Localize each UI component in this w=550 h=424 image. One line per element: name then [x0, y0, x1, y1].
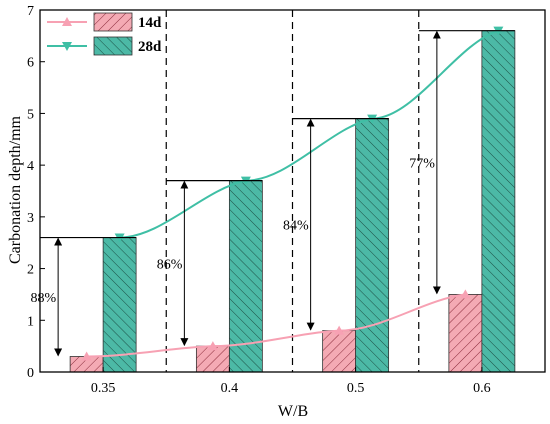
plot-frame: [39, 9, 546, 373]
y-tick-label: 4: [27, 159, 34, 174]
reduction-label: 84%: [283, 219, 309, 234]
marker-14d-0.4: [207, 341, 218, 351]
y-tick-label: 7: [27, 4, 34, 19]
y-tick-label: 0: [27, 366, 34, 381]
legend: 14d 28d: [47, 12, 162, 56]
bar-28d-0.35: [102, 237, 137, 373]
legend-swatch-14d: [93, 12, 133, 32]
bar-28d-0.6: [481, 30, 516, 373]
reduction-label: 77%: [409, 157, 435, 172]
bar-28d-0.4: [228, 180, 263, 373]
category-dividers: [165, 10, 420, 372]
series-line-28d: [119, 29, 499, 239]
marker-14d-0.5: [334, 325, 345, 335]
legend-label-28d: 28d: [138, 39, 162, 55]
y-tick-label: 6: [27, 56, 34, 71]
marker-14d-0.6: [460, 289, 471, 299]
legend-marker-28d: [62, 42, 72, 51]
axes-layer: 0 1 2 3 4 5 6 7 0.35 0.4 0.5 0.6: [27, 4, 546, 396]
annotations-layer: 88% 86% 84% 77%: [30, 30, 515, 357]
bars-layer: [69, 30, 516, 373]
legend-label-14d: 14d: [138, 15, 162, 31]
y-tick-label: 5: [27, 107, 34, 122]
series-line-14d: [86, 293, 466, 358]
y-tick-label: 3: [27, 211, 34, 226]
marker-14d-0.35: [81, 351, 92, 361]
y-axis-title: Carbonation depth/mm: [7, 115, 24, 264]
x-tick-label: 0.6: [473, 381, 491, 396]
x-tick-label: 0.4: [221, 381, 239, 396]
bar-14d-0.5: [322, 330, 357, 373]
bar-28d-0.5: [355, 118, 390, 373]
x-tick-label: 0.5: [347, 381, 365, 396]
legend-marker-14d: [62, 17, 72, 26]
reduction-label: 88%: [30, 291, 56, 306]
x-axis-title: W/B: [278, 403, 308, 420]
legend-swatch-28d: [93, 36, 133, 56]
x-tick-label: 0.35: [91, 381, 116, 396]
y-tick-label: 2: [27, 263, 34, 278]
y-tick-label: 1: [27, 314, 34, 329]
reduction-label: 86%: [157, 257, 183, 272]
bar-14d-0.6: [448, 294, 483, 373]
